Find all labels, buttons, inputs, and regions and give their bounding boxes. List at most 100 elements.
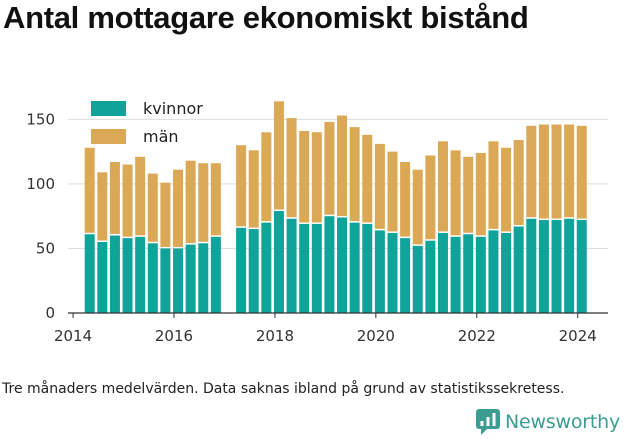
y-tick-label: 0 bbox=[45, 304, 55, 322]
bar-man bbox=[324, 121, 335, 215]
bar-man bbox=[173, 169, 184, 247]
bar-kvinnor bbox=[299, 223, 310, 313]
bar-man bbox=[185, 160, 196, 244]
bar-man bbox=[84, 147, 95, 233]
bars bbox=[84, 101, 587, 313]
bar-man bbox=[160, 182, 171, 247]
x-tick-label: 2024 bbox=[559, 327, 597, 345]
bar-kvinnor bbox=[400, 238, 411, 313]
bar-kvinnor bbox=[109, 235, 120, 313]
bar-man bbox=[299, 130, 310, 223]
bar-man bbox=[412, 169, 423, 245]
axes: 0 50 100 150 2014 2016 2018 2020 2022 2024 bbox=[26, 110, 608, 345]
bar-kvinnor bbox=[387, 232, 398, 313]
bar-kvinnor bbox=[236, 227, 247, 313]
bar-kvinnor bbox=[501, 232, 512, 313]
legend-swatch bbox=[91, 101, 126, 116]
bar-man bbox=[450, 150, 461, 236]
bar-man bbox=[400, 161, 411, 237]
bar-man bbox=[286, 118, 297, 218]
y-tick-label: 150 bbox=[26, 110, 55, 128]
x-tick-label: 2016 bbox=[155, 327, 193, 345]
bar-kvinnor bbox=[412, 245, 423, 313]
bar-kvinnor bbox=[450, 236, 461, 313]
bar-man bbox=[349, 127, 360, 222]
bar-kvinnor bbox=[538, 220, 549, 313]
bar-man bbox=[513, 140, 524, 226]
x-tick-label: 2020 bbox=[357, 327, 395, 345]
bar-man bbox=[97, 172, 108, 241]
bar-kvinnor bbox=[576, 220, 587, 313]
bar-kvinnor bbox=[84, 234, 95, 313]
bar-kvinnor bbox=[425, 240, 436, 313]
bar-kvinnor bbox=[437, 232, 448, 313]
bar-kvinnor bbox=[273, 211, 284, 313]
brand-name: Newsworthy bbox=[505, 411, 621, 433]
bar-man bbox=[576, 125, 587, 219]
x-tick-label: 2014 bbox=[54, 327, 92, 345]
bar-kvinnor bbox=[97, 242, 108, 313]
bar-man bbox=[122, 164, 133, 237]
x-tick-label: 2018 bbox=[256, 327, 294, 345]
bar-man bbox=[374, 143, 385, 229]
bar-man bbox=[273, 101, 284, 210]
bar-man bbox=[501, 147, 512, 232]
bar-kvinnor bbox=[463, 234, 474, 313]
bar-kvinnor bbox=[147, 243, 158, 313]
y-tick-label: 100 bbox=[26, 175, 55, 193]
bar-kvinnor bbox=[210, 236, 221, 313]
bar-kvinnor bbox=[362, 223, 373, 313]
bar-kvinnor bbox=[198, 243, 209, 313]
bar-kvinnor bbox=[564, 218, 575, 313]
bar-man bbox=[425, 155, 436, 240]
legend: kvinnor män bbox=[91, 99, 203, 146]
bar-kvinnor bbox=[513, 226, 524, 313]
bar-kvinnor bbox=[488, 230, 499, 313]
bar-kvinnor bbox=[324, 216, 335, 313]
bar-man bbox=[488, 141, 499, 229]
bar-kvinnor bbox=[551, 220, 562, 313]
bar-kvinnor bbox=[374, 230, 385, 313]
bar-man bbox=[463, 156, 474, 233]
bar-kvinnor bbox=[173, 248, 184, 313]
chart-title: Antal mottagare ekonomiskt bistånd bbox=[3, 0, 529, 35]
bar-kvinnor bbox=[526, 218, 537, 313]
bar-man bbox=[362, 134, 373, 223]
bar-man bbox=[210, 163, 221, 236]
bar-man bbox=[261, 132, 272, 222]
bar-man bbox=[198, 163, 209, 242]
bar-kvinnor bbox=[337, 217, 348, 313]
bar-man bbox=[109, 161, 120, 235]
bar-man bbox=[437, 141, 448, 232]
bar-kvinnor bbox=[248, 229, 259, 313]
bar-man bbox=[526, 125, 537, 218]
bar-man bbox=[475, 152, 486, 236]
bar-man bbox=[538, 124, 549, 219]
bar-kvinnor bbox=[160, 248, 171, 313]
bar-kvinnor bbox=[261, 222, 272, 313]
legend-label: kvinnor bbox=[143, 99, 203, 118]
bar-man bbox=[135, 156, 146, 236]
bar-man bbox=[248, 150, 259, 228]
bar-man bbox=[337, 115, 348, 216]
bar-kvinnor bbox=[475, 236, 486, 313]
newsworthy-logo: Newsworthy bbox=[476, 409, 620, 435]
bar-man bbox=[236, 145, 247, 227]
bar-kvinnor bbox=[349, 222, 360, 313]
bar-man bbox=[551, 124, 562, 219]
bar-kvinnor bbox=[135, 236, 146, 313]
x-tick-label: 2022 bbox=[458, 327, 496, 345]
y-tick-label: 50 bbox=[36, 239, 55, 257]
legend-label: män bbox=[143, 127, 179, 146]
bar-man bbox=[387, 151, 398, 232]
bar-kvinnor bbox=[122, 238, 133, 313]
newsworthy-logo-icon bbox=[476, 409, 500, 435]
legend-swatch bbox=[91, 129, 126, 144]
bar-man bbox=[311, 132, 322, 223]
bar-man bbox=[147, 173, 158, 242]
bar-man bbox=[564, 124, 575, 218]
bar-kvinnor bbox=[185, 244, 196, 313]
bar-kvinnor bbox=[286, 218, 297, 313]
bar-kvinnor bbox=[311, 223, 322, 313]
